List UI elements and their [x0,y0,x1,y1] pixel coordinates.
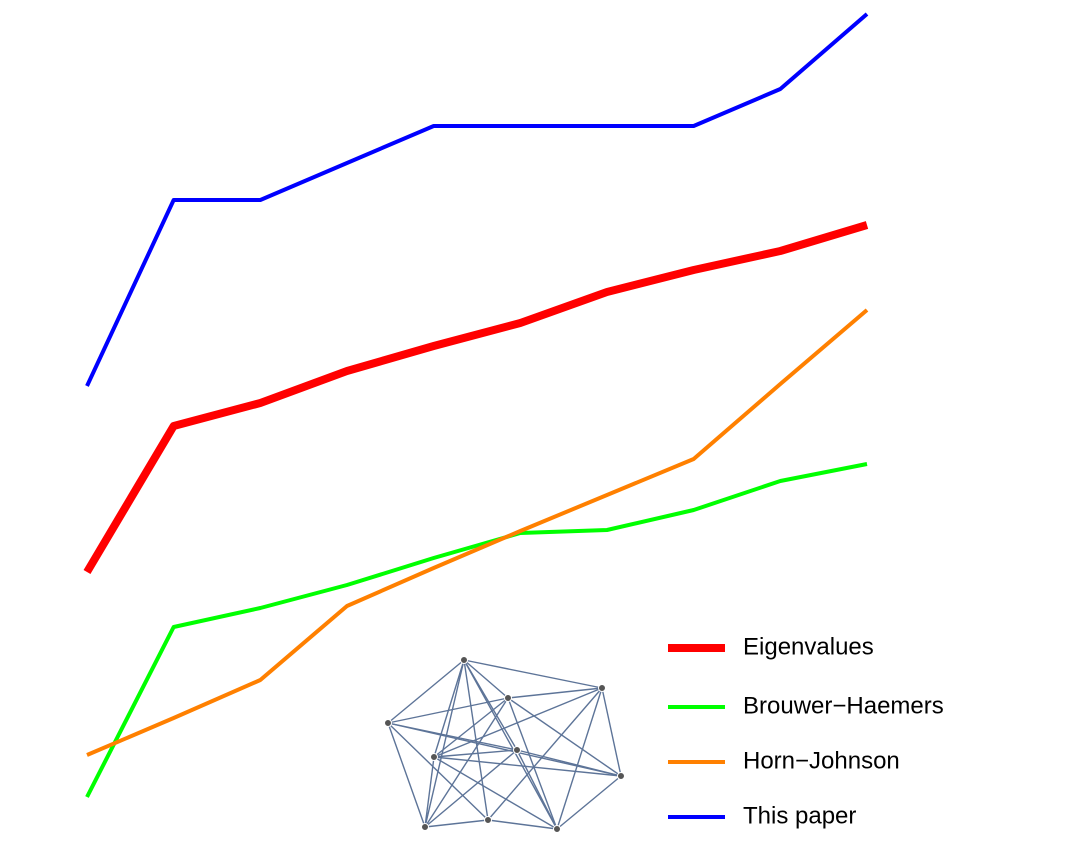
legend-label: Horn−Johnson [743,747,900,774]
graph-icon [384,656,625,833]
legend-label: This paper [743,802,856,829]
legend-label: Eigenvalues [743,633,874,660]
series-line [83,221,869,575]
series-line [85,12,869,387]
legend-label: Brouwer−Haemers [743,692,944,719]
series-line [85,462,868,798]
series-line [86,308,869,757]
